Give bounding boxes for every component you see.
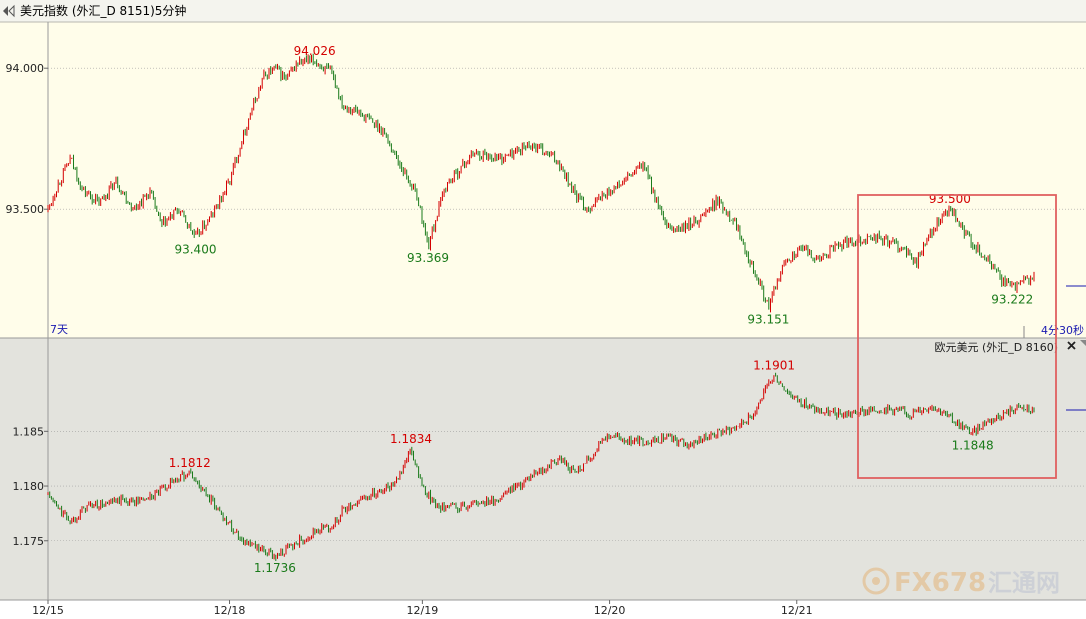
x-tick-label: 12/18: [214, 604, 246, 617]
y-tick-label: 1.185: [13, 425, 45, 438]
back-arrow-icon[interactable]: [3, 4, 15, 18]
y-tick-label: 1.180: [13, 480, 45, 493]
y-tick-label: 94.000: [6, 62, 45, 75]
window-title: 美元指数 (外汇_D 8151)5分钟: [20, 3, 186, 18]
price-annotation: 93.222: [991, 293, 1033, 307]
top-panel-background: [0, 22, 1086, 338]
period-label: 7天: [50, 323, 68, 336]
price-annotation: 1.1848: [952, 439, 994, 453]
usd_index-series: [47, 53, 1035, 313]
price-annotation: 93.151: [747, 313, 789, 327]
watermark-cn: 汇通网: [988, 569, 1060, 597]
close-icon[interactable]: [1067, 341, 1076, 350]
price-annotation: 93.369: [407, 251, 449, 265]
price-annotation: 1.1901: [753, 359, 795, 373]
y-tick-label: 93.500: [6, 203, 45, 216]
watermark-brand: FX678: [894, 568, 986, 598]
bottom-panel-title: 欧元美元 (外汇_D 8160): [934, 341, 1058, 354]
price-annotation: 94.026: [294, 44, 336, 58]
resize-corner-icon[interactable]: [1080, 340, 1086, 346]
x-tick-label: 12/19: [407, 604, 439, 617]
watermark-logo-icon: [862, 567, 890, 595]
price-annotation: 1.1834: [390, 432, 432, 446]
y-tick-label: 1.175: [13, 535, 45, 548]
x-tick-label: 12/21: [781, 604, 813, 617]
price-annotation: 93.400: [174, 242, 216, 256]
highlight-box: [857, 194, 1057, 479]
countdown-timer: 4分30秒: [1041, 323, 1084, 337]
title-bar: [0, 0, 1086, 22]
price-annotation: 1.1736: [254, 561, 296, 575]
watermark: FX678 汇通网: [862, 567, 1060, 598]
x-tick-label: 12/15: [32, 604, 64, 617]
price-annotation: 1.1812: [169, 456, 211, 470]
x-axis-background: [0, 600, 1086, 619]
x-tick-label: 12/20: [594, 604, 626, 617]
